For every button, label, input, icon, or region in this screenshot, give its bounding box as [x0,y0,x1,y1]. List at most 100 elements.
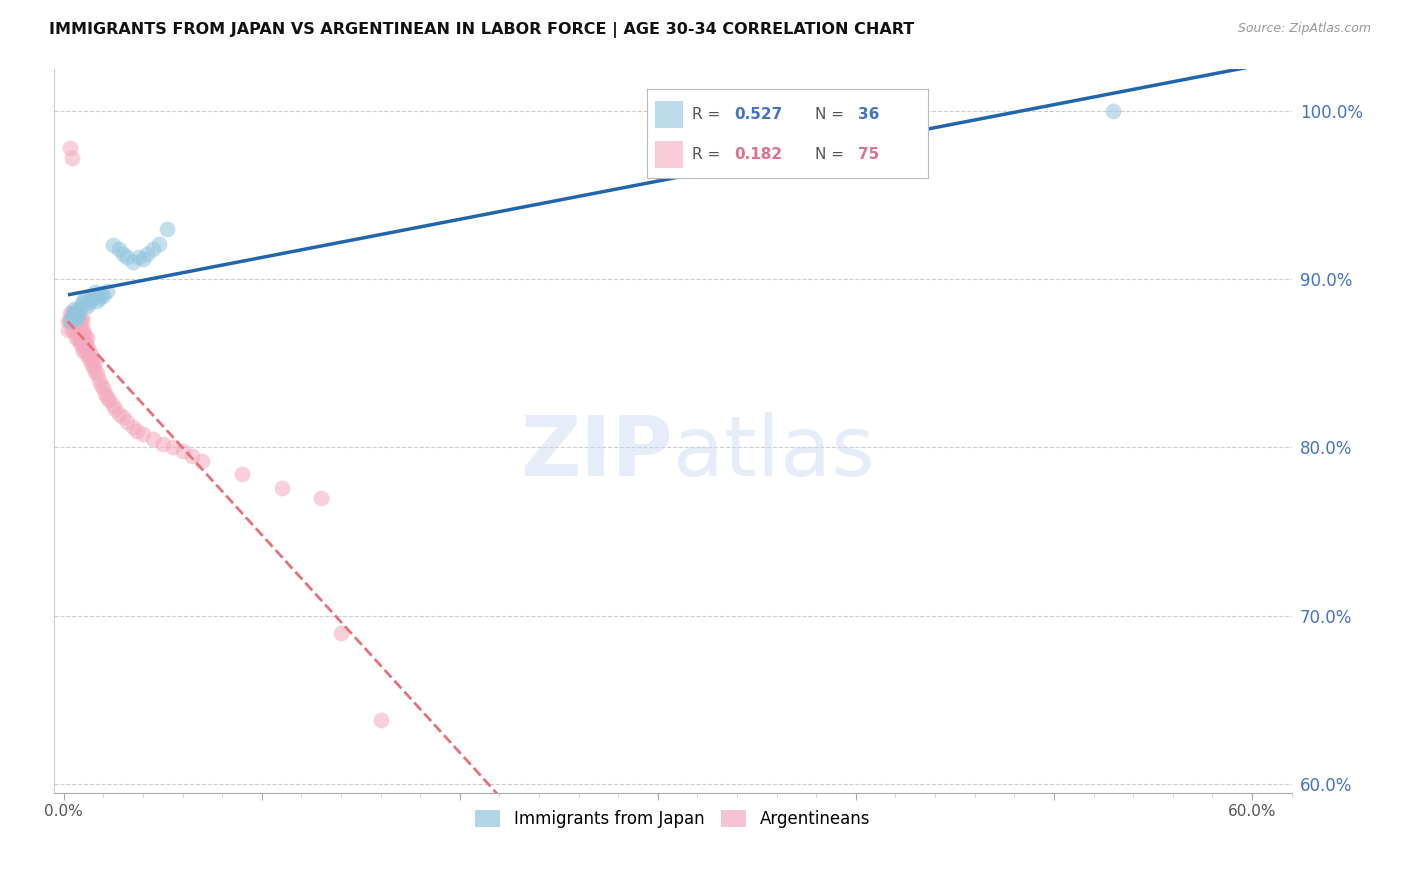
Point [76,348,98,362]
Point [65,322,87,336]
Point [89,373,111,387]
Point [90,287,112,301]
Point [329,625,352,640]
Point [65,314,87,328]
Point [142,432,165,446]
Point [56,322,79,336]
Point [98,393,121,408]
Point [59,306,82,320]
Point [59,141,82,155]
Point [1102,103,1125,118]
Point [309,491,332,505]
Point [75,336,97,351]
Point [96,284,118,298]
Point [76,299,98,313]
Point [59,314,82,328]
Point [75,343,97,357]
Point [82,359,104,374]
Point [60,322,83,336]
Point [72,329,94,343]
Point [103,398,125,412]
Point [69,331,91,345]
Point [96,390,118,404]
Point [70,331,93,345]
Point [62,302,84,317]
Point [65,331,87,345]
Point [70,322,93,336]
Point [62,306,84,320]
Point [135,246,157,260]
Point [80,292,103,306]
Point [156,221,179,235]
Point [70,297,93,311]
Point [86,293,108,308]
Point [66,309,89,323]
Point [115,415,138,429]
Point [69,336,91,351]
Point [112,246,135,260]
Point [69,314,91,328]
Point [84,285,107,300]
Point [108,242,131,256]
Point [148,236,170,251]
Point [122,255,145,269]
Point [75,329,97,343]
Point [89,291,111,305]
Text: N =: N = [815,147,849,161]
Point [65,312,87,326]
Point [76,331,98,345]
Point [66,306,89,320]
Point [62,306,84,320]
Point [86,367,108,381]
Text: 0.527: 0.527 [734,107,782,121]
Text: 36: 36 [858,107,879,121]
Point [72,322,94,336]
Point [84,356,107,370]
Point [108,407,131,421]
Text: N =: N = [815,107,849,121]
Text: Source: ZipAtlas.com: Source: ZipAtlas.com [1237,22,1371,36]
Text: IMMIGRANTS FROM JAPAN VS ARGENTINEAN IN LABOR FORCE | AGE 30-34 CORRELATION CHAR: IMMIGRANTS FROM JAPAN VS ARGENTINEAN IN … [49,22,914,38]
Point [70,339,93,353]
Point [172,443,194,458]
Point [91,382,114,396]
Point [70,310,93,325]
Point [70,314,93,328]
Point [142,242,165,256]
Point [82,352,104,367]
Point [66,314,89,328]
Point [79,351,101,366]
Point [60,306,83,320]
Point [80,356,103,370]
Text: R =: R = [692,107,725,121]
Text: atlas: atlas [672,412,875,492]
Point [370,713,392,727]
Point [66,310,89,325]
Point [270,481,292,495]
Point [82,289,104,303]
Point [62,322,84,336]
Text: ZIP: ZIP [520,412,672,492]
Point [152,437,174,451]
Point [69,301,91,315]
Point [72,293,94,308]
Point [104,401,127,416]
Point [62,314,84,328]
Point [56,314,79,328]
Point [115,250,138,264]
Point [62,309,84,323]
Point [66,331,89,345]
Point [91,289,114,303]
Point [75,292,97,306]
Point [66,322,89,336]
Text: 75: 75 [858,147,879,161]
Point [128,250,150,264]
Text: 0.182: 0.182 [734,147,782,161]
Point [66,302,89,317]
Point [79,295,101,310]
Point [181,449,204,463]
Point [79,343,101,357]
Bar [655,101,683,128]
Point [231,467,253,482]
Point [65,306,87,320]
